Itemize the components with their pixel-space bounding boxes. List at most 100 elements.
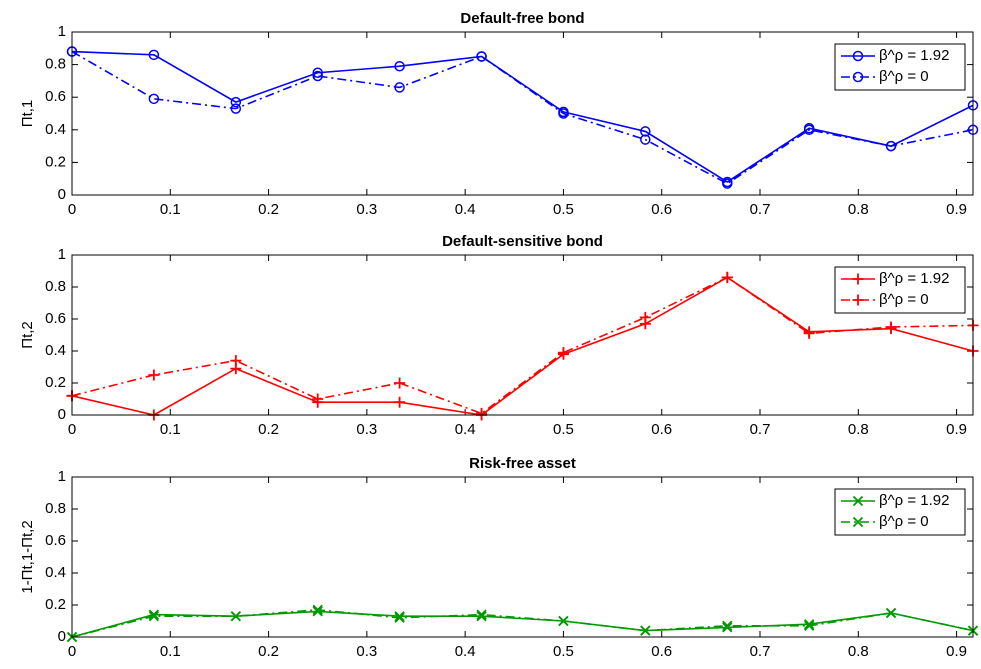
y-tick-label: 0.8: [45, 500, 66, 517]
x-tick-label: 0.3: [356, 421, 377, 438]
x-tick-label: 0.9: [946, 201, 967, 218]
y-tick-label: 0.2: [45, 374, 66, 391]
marker: [312, 393, 324, 405]
marker: [148, 93, 160, 105]
marker: [476, 609, 487, 620]
axes-frame: [71, 476, 974, 638]
marker: [558, 615, 569, 627]
marker: [476, 407, 488, 419]
marker: [722, 620, 733, 631]
marker: [312, 67, 323, 78]
x-tick-label: 0.6: [651, 421, 672, 438]
marker: [230, 355, 242, 367]
x-tick-label: 0.4: [455, 201, 476, 218]
y-tick-label: 0: [58, 406, 66, 423]
y-tick-label: 0: [58, 628, 66, 645]
marker: [394, 611, 405, 622]
x-tick-label: 0.2: [258, 201, 279, 218]
marker: [639, 311, 651, 323]
x-tick-label: 0.9: [946, 421, 967, 438]
x-tick-label: 0.2: [258, 643, 279, 660]
marker: [230, 96, 242, 108]
x-tick-label: 0: [68, 201, 76, 218]
marker: [852, 273, 864, 285]
marker: [640, 126, 651, 137]
x-tick-label: 0.6: [651, 201, 672, 218]
marker: [852, 294, 864, 306]
x-tick-label: 0.5: [553, 421, 574, 438]
x-tick-label: 0: [68, 643, 76, 660]
y-tick-label: 0.2: [45, 596, 66, 613]
series-line: [71, 276, 974, 415]
marker: [558, 108, 569, 119]
marker: [722, 622, 733, 633]
marker: [476, 611, 487, 622]
x-tick-label: 0.1: [160, 201, 181, 218]
series-line: [71, 50, 974, 183]
series-line: [71, 276, 974, 416]
x-tick-label: 0.9: [946, 643, 967, 660]
marker: [476, 51, 487, 62]
x-tick-label: 0.2: [258, 421, 279, 438]
series-line: [71, 608, 974, 638]
x-tick-label: 0.1: [160, 421, 181, 438]
marker: [852, 516, 864, 528]
y-tick-label: 0.4: [45, 121, 66, 138]
legend-box: [834, 266, 966, 314]
marker: [803, 124, 815, 136]
marker: [885, 321, 897, 333]
y-axis-label: 1-Πt,1-Πt,2: [19, 520, 36, 593]
chart-title: Risk-free asset: [469, 455, 576, 472]
marker: [394, 396, 406, 408]
legend-label: β^ρ = 0: [879, 513, 929, 530]
plot-area: [72, 477, 973, 637]
x-tick-label: 0.3: [356, 201, 377, 218]
marker: [148, 611, 160, 622]
x-tick-label: 0.8: [848, 201, 869, 218]
x-tick-label: 0.5: [553, 643, 574, 660]
marker: [803, 327, 815, 339]
legend-label: β^ρ = 1.92: [879, 47, 950, 64]
plot-area: [72, 32, 973, 195]
marker: [721, 271, 733, 283]
legend-label: β^ρ = 1.92: [879, 270, 950, 287]
marker: [885, 607, 897, 619]
y-tick-label: 1: [58, 246, 66, 263]
axes-frame: [71, 31, 974, 196]
y-tick-label: 0.8: [45, 56, 66, 73]
marker: [722, 178, 733, 189]
x-tick-label: 0.4: [455, 421, 476, 438]
x-tick-label: 0.3: [356, 643, 377, 660]
marker: [804, 619, 815, 630]
x-tick-label: 0.5: [553, 201, 574, 218]
legend-box: [834, 488, 966, 536]
y-tick-label: 0.4: [45, 564, 66, 581]
y-tick-label: 0.4: [45, 342, 66, 359]
x-tick-label: 0: [68, 421, 76, 438]
marker: [852, 71, 864, 83]
x-tick-label: 0.7: [750, 201, 771, 218]
marker: [394, 612, 405, 623]
marker: [148, 49, 160, 61]
y-tick-label: 1: [58, 468, 66, 485]
legend-label: β^ρ = 0: [879, 291, 929, 308]
marker: [312, 604, 323, 615]
y-tick-label: 0.8: [45, 278, 66, 295]
marker: [557, 347, 569, 359]
marker: [312, 606, 323, 617]
marker: [394, 60, 405, 72]
x-tick-label: 0.8: [848, 421, 869, 438]
marker: [394, 82, 405, 93]
plot-area: [72, 255, 973, 415]
chart-title: Default-free bond: [460, 10, 584, 27]
marker: [885, 140, 897, 152]
marker: [312, 70, 323, 82]
x-tick-label: 0.6: [651, 643, 672, 660]
x-tick-label: 0.4: [455, 643, 476, 660]
y-tick-label: 0.2: [45, 153, 66, 170]
marker: [230, 103, 242, 114]
legend-label: β^ρ = 0: [879, 68, 929, 85]
marker: [640, 134, 651, 145]
marker: [852, 495, 864, 507]
